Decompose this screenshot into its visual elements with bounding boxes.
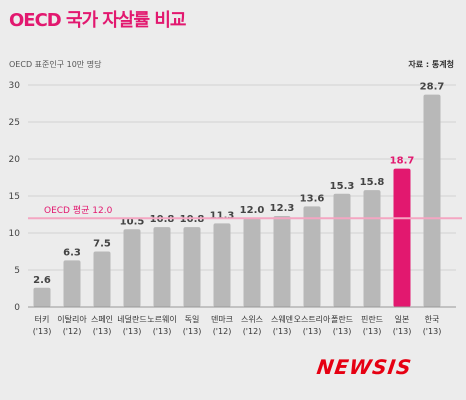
y-tick-label: 30	[9, 81, 21, 91]
bar	[333, 193, 351, 307]
bar	[123, 229, 141, 307]
bar	[273, 215, 291, 307]
data-label: 2.6	[33, 275, 51, 286]
x-tick-year: ('13)	[303, 327, 322, 336]
x-tick-year: ('13)	[153, 327, 172, 336]
y-tick-label: 5	[14, 266, 20, 276]
x-tick-label: 폴란드	[331, 314, 353, 324]
x-tick-label: 이탈리아	[57, 314, 87, 324]
x-tick-label: 오스트리아	[294, 314, 331, 324]
data-label: 15.3	[330, 181, 355, 192]
x-tick-label: 덴마크	[211, 315, 233, 324]
data-label: 10.5	[120, 216, 145, 227]
data-label: 18.7	[390, 156, 415, 167]
bar	[93, 251, 111, 307]
x-tick-label: 일본	[395, 315, 410, 324]
source-label: 자료 : 통계청	[408, 60, 454, 69]
bar	[243, 218, 261, 307]
x-tick-year: ('13)	[423, 327, 442, 336]
chart-title: OECD 국가 자살률 비교	[9, 10, 186, 31]
data-label: 28.7	[420, 82, 445, 93]
newsis-logo: NEWSIS	[315, 355, 414, 379]
data-label: 10.8	[180, 214, 205, 225]
x-tick-label: 스페인	[91, 314, 113, 324]
x-tick-year: ('12)	[63, 327, 82, 336]
x-tick-year: ('13)	[123, 327, 142, 336]
x-tick-year: ('13)	[333, 327, 352, 336]
x-tick-label: 터키	[35, 315, 50, 324]
bar	[423, 94, 441, 308]
bar	[183, 227, 201, 307]
y-tick-label: 25	[9, 118, 20, 128]
x-tick-label: 독일	[185, 315, 200, 324]
bar	[213, 223, 231, 307]
bar	[33, 287, 51, 307]
x-tick-label: 노르웨이	[147, 314, 176, 324]
x-tick-label: 네덜란드	[117, 314, 146, 324]
x-tick-year: ('13)	[393, 327, 412, 336]
x-tick-year: ('13)	[93, 327, 112, 336]
x-tick-label: 스위스	[241, 315, 263, 324]
x-tick-year: ('12)	[213, 327, 232, 336]
bar	[153, 227, 171, 307]
data-label: 12.0	[240, 205, 265, 216]
data-label: 7.5	[93, 239, 111, 250]
unit-label: OECD 표준인구 10만 명당	[9, 60, 102, 69]
data-label: 15.8	[360, 177, 385, 188]
y-tick-label: 15	[9, 192, 20, 202]
data-label: 6.3	[63, 247, 81, 258]
x-tick-year: ('13)	[363, 327, 382, 336]
average-label: OECD 평균 12.0	[44, 205, 113, 216]
data-label: 10.8	[150, 214, 175, 225]
data-label: 13.6	[300, 193, 325, 204]
bar	[63, 260, 81, 307]
x-tick-label: 한국	[425, 315, 440, 324]
bar	[363, 190, 381, 307]
x-tick-year: ('13)	[33, 327, 52, 336]
bar	[393, 168, 411, 307]
y-tick-label: 20	[9, 155, 21, 165]
bar	[303, 206, 321, 307]
x-tick-year: ('12)	[243, 327, 262, 336]
y-tick-label: 10	[9, 229, 21, 239]
data-label: 11.3	[210, 210, 235, 221]
x-tick-label: 스웨덴	[271, 314, 293, 324]
y-tick-label: 0	[14, 303, 20, 313]
x-tick-year: ('13)	[183, 327, 202, 336]
data-label: 12.3	[270, 203, 295, 214]
x-tick-year: ('13)	[273, 327, 292, 336]
x-tick-label: 핀란드	[361, 314, 383, 324]
